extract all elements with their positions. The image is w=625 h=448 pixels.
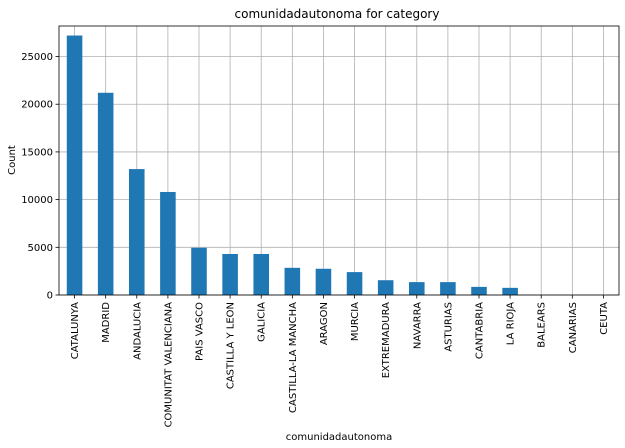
bar xyxy=(346,272,363,295)
chart-title: comunidadautonoma for category xyxy=(235,7,440,21)
bars xyxy=(66,35,518,296)
y-tick-label: 25000 xyxy=(21,52,53,63)
x-tick-label: BALEARS xyxy=(537,302,548,348)
y-tick-label: 20000 xyxy=(21,100,53,111)
x-tick-label: ANDALUCIA xyxy=(132,302,143,360)
bar xyxy=(315,268,332,295)
x-axis-ticks: CATALUNYA MADRID ANDALUCIA COMUNITAT VALENC… xyxy=(70,295,610,427)
x-tick-label: NAVARRA xyxy=(412,302,423,349)
bar xyxy=(377,280,394,295)
x-tick-label: GALICIA xyxy=(257,302,268,342)
grid xyxy=(59,26,619,296)
bar xyxy=(129,169,145,295)
y-axis-label: Count xyxy=(7,145,18,175)
y-tick-label: 5000 xyxy=(28,243,53,254)
bar xyxy=(502,287,518,295)
x-tick-label: CASTILLA Y LEON xyxy=(226,302,237,389)
bar xyxy=(160,191,176,295)
y-tick-label: 15000 xyxy=(21,147,53,158)
x-tick-label: CANARIAS xyxy=(568,302,579,353)
x-tick-label: MADRID xyxy=(101,302,112,343)
x-tick-label: CANTABRIA xyxy=(475,302,486,359)
x-tick-label: CEUTA xyxy=(599,302,610,335)
x-tick-label: PAIS VASCO xyxy=(195,302,206,361)
bar xyxy=(97,92,114,296)
bar xyxy=(471,286,487,295)
bar xyxy=(284,267,301,295)
x-tick-label: LA RIOJA xyxy=(506,302,517,345)
x-tick-label: EXTREMADURA xyxy=(381,302,392,378)
bar xyxy=(440,282,456,295)
x-tick-label: CATALUNYA xyxy=(70,302,81,359)
x-tick-label: CASTILLA-LA MANCHA xyxy=(288,302,299,413)
x-tick-label: ASTURIAS xyxy=(443,302,454,352)
x-tick-label: COMUNITAT VALENCIANA xyxy=(163,302,174,428)
x-tick-label: ARAGON xyxy=(319,302,330,345)
x-tick-label: MURCIA xyxy=(350,302,361,341)
y-axis-ticks: 0 5000 10000 15000 20000 25000 xyxy=(21,52,59,302)
bar xyxy=(222,253,238,295)
bar xyxy=(409,282,425,295)
bar xyxy=(66,35,83,296)
y-tick-label: 0 xyxy=(47,291,53,302)
y-tick-label: 10000 xyxy=(21,195,53,206)
x-axis-label: comunidadautonoma xyxy=(286,432,392,443)
bar xyxy=(191,247,207,295)
bar xyxy=(253,253,269,295)
plot-frame xyxy=(58,25,620,296)
